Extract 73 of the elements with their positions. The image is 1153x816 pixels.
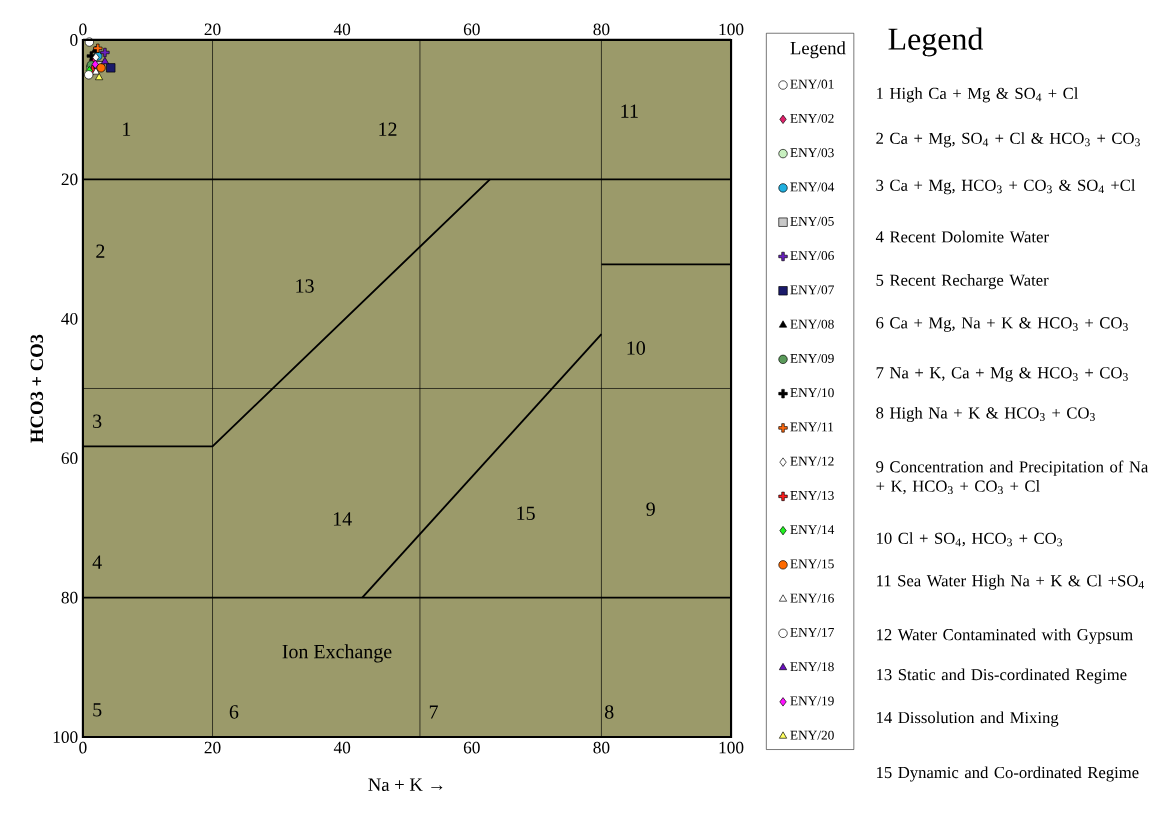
legend-label: ENY/10 (790, 388, 834, 398)
legend-label: ENY/05 (790, 216, 834, 226)
legend-label: ENY/08 (790, 319, 834, 329)
legend-label: ENY/09 (790, 353, 834, 363)
annotation: 13 (296, 279, 314, 293)
text: 9 Concentration and Precipitation of Na + K, HCO$_{3}$ + CO$_{3}$ + Cl (876, 460, 1149, 495)
legend-label: ENY/19 (790, 696, 834, 706)
legend-label: ENY/14 (790, 525, 835, 535)
annotation: 1 (123, 122, 131, 136)
annotation: 9 (646, 502, 655, 516)
legend-label: ENY/20 (790, 730, 834, 740)
text: 15 Dynamic and Co-ordinated Regime (877, 766, 1139, 782)
y-axis-title: HCO3 + CO3 (30, 334, 44, 443)
legend-title: Legend (790, 41, 846, 59)
x-tick-label: 60 (463, 23, 480, 36)
x2-tick-label: 80 (593, 741, 610, 754)
annotation: 5 (93, 703, 102, 717)
x2-tick-label: 100 (719, 741, 744, 754)
x2-tick-label: 0 (79, 741, 87, 754)
legend-label: ENY/18 (790, 662, 834, 672)
x-axis-title: Na + K → (368, 778, 443, 791)
text: 4 Recent Dolomite Water (875, 230, 1049, 243)
text: 11 Sea Water High Na + K & Cl +SO$_{4}$ (877, 574, 1144, 590)
annotation: 15 (517, 506, 535, 520)
legend-label: ENY/17 (790, 627, 834, 637)
text: 2 Ca + Mg, SO$_{4}$ + Cl & HCO$_{3}$ + CO$_{3}$ (876, 132, 1140, 148)
y-tick-label: 60 (61, 452, 78, 465)
legend-label: ENY/02 (790, 113, 834, 123)
annotation: 10 (627, 341, 646, 355)
legend-label: ENY/04 (790, 182, 835, 192)
annotation: 3 (93, 414, 102, 428)
annotation: 8 (604, 705, 614, 719)
y-tick-label: 20 (61, 173, 78, 186)
text: 14 Dissolution and Mixing (877, 711, 1059, 727)
text: Legend (888, 27, 984, 57)
x-tick-label: 40 (333, 23, 351, 36)
annotation: 6 (229, 705, 239, 719)
text: 6 Ca + Mg, Na + K & HCO$_{3}$ + CO$_{3}$ (876, 317, 1128, 332)
text: 1 High Ca + Mg & SO$_{4}$ + Cl (877, 87, 1079, 103)
annotation: 14 (333, 512, 352, 526)
x2-tick-label: 60 (463, 741, 480, 754)
y-tick-label: 100 (53, 731, 78, 743)
legend-label: ENY/13 (790, 491, 834, 500)
legend-label: ENY/16 (790, 593, 834, 603)
annotation: 4 (92, 555, 102, 569)
text: 12 Water Contaminated with Gypsum (877, 628, 1133, 644)
y-tick-label: 40 (61, 312, 78, 325)
x-tick-label: 0 (79, 23, 87, 36)
x-tick-label: 100 (719, 23, 744, 36)
text: 7 Na + K, Ca + Mg & HCO$_{3}$ + CO$_{3}$ (876, 367, 1128, 382)
legend-label: ENY/07 (790, 285, 834, 295)
legend-label: ENY/06 (790, 251, 834, 261)
annotation: 12 (379, 122, 397, 136)
x2-tick-label: 20 (204, 741, 221, 754)
text: 13 Static and Dis-cordinated Regime (877, 668, 1127, 684)
text: 10 Cl + SO$_{4}$, HCO$_{3}$ + CO$_{3}$ (877, 532, 1063, 547)
y-tick-label: 0 (70, 34, 78, 46)
annotation: 2 (96, 244, 105, 258)
text: 3 Ca + Mg, HCO$_{3}$ + CO$_{3}$ & SO$_{4}$ +Cl (876, 179, 1136, 195)
legend-label: ENY/11 (790, 422, 834, 432)
x2-tick-label: 40 (333, 741, 351, 754)
annotation: 7 (429, 705, 438, 719)
annotation: 11 (621, 104, 638, 118)
annotation: Ion Exchange (282, 644, 392, 663)
legend-label: ENY/15 (790, 559, 834, 569)
legend-label: ENY/12 (790, 456, 834, 466)
text: 5 Recent Recharge Water (876, 274, 1049, 290)
legend-label: ENY/03 (790, 148, 834, 158)
y-tick-label: 80 (61, 591, 78, 604)
legend-label: ENY/01 (790, 79, 834, 89)
text: 8 High Na + K & HCO$_{3}$ + CO$_{3}$ (876, 406, 1095, 423)
x-tick-label: 80 (593, 23, 610, 36)
x-tick-label: 20 (204, 23, 221, 36)
